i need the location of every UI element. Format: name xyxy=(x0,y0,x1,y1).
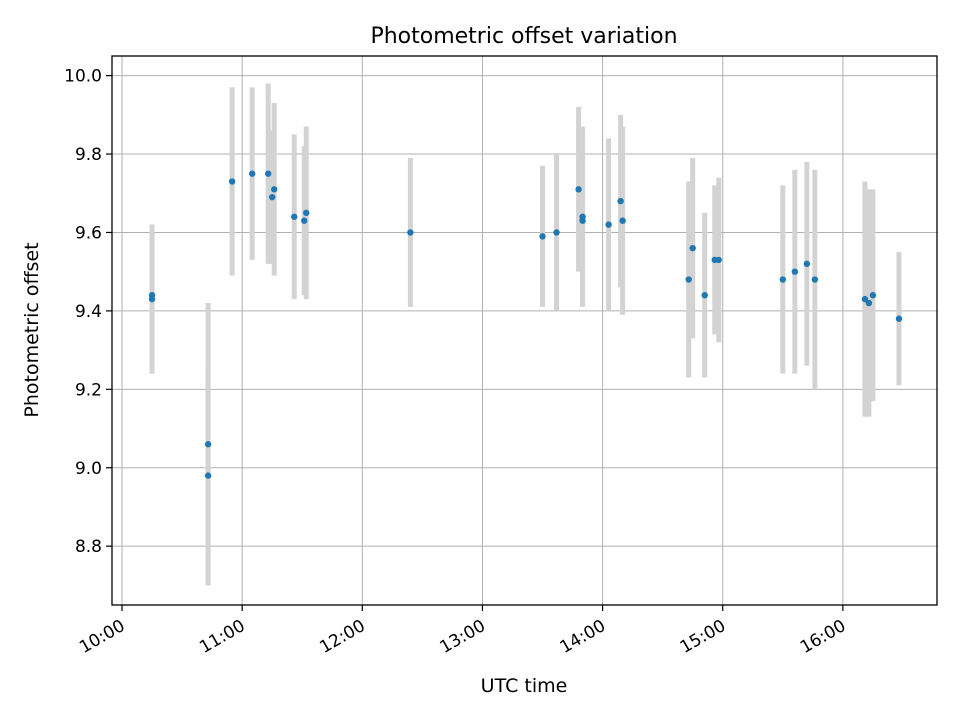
data-point xyxy=(270,186,278,193)
data-point xyxy=(685,276,692,283)
y-tick-label: 10.0 xyxy=(64,67,102,87)
x-axis-label: UTC time xyxy=(481,675,568,697)
y-tick-label: 9.2 xyxy=(75,380,102,400)
data-point xyxy=(553,229,560,236)
data-point xyxy=(575,186,582,193)
y-tick-label: 9.8 xyxy=(75,145,102,165)
data-point xyxy=(291,213,298,220)
grid xyxy=(112,56,937,605)
data-point xyxy=(895,315,903,322)
data-point xyxy=(811,276,819,283)
x-tick-label: 14:00 xyxy=(557,616,609,658)
data-point xyxy=(791,268,799,275)
y-tick-label: 9.6 xyxy=(75,223,102,243)
y-tick-label: 8.8 xyxy=(75,537,102,557)
data-point xyxy=(301,217,308,224)
y-axis-label: Photometric offset xyxy=(21,242,43,417)
y-tick-label: 9.0 xyxy=(75,459,102,479)
data-point xyxy=(579,217,586,224)
data-point xyxy=(539,233,546,240)
data-point xyxy=(268,193,276,201)
data-point xyxy=(865,299,873,307)
data-point xyxy=(861,295,869,303)
data-point xyxy=(204,441,212,448)
data-point xyxy=(303,209,310,217)
x-tick-label: 16:00 xyxy=(797,616,849,658)
data-point xyxy=(407,229,414,236)
chart-title: Photometric offset variation xyxy=(370,24,677,49)
x-axis-ticks: 10:00 11:00 12:00 13:00 14:00 15:00 16:00 xyxy=(76,605,849,658)
data-point xyxy=(701,292,708,299)
x-tick-label: 13:00 xyxy=(437,616,489,658)
x-tick-label: 11:00 xyxy=(196,616,248,658)
x-tick-label: 15:00 xyxy=(677,616,729,658)
x-tick-label: 12:00 xyxy=(316,616,368,658)
data-point xyxy=(869,292,877,299)
x-tick-label: 10:00 xyxy=(76,616,128,658)
error-bars xyxy=(149,83,902,586)
plot-frame xyxy=(111,55,938,606)
data-point xyxy=(619,217,626,224)
data-point xyxy=(264,170,272,177)
y-axis-ticks: 8.8 9.0 9.2 9.4 9.6 9.8 10.0 xyxy=(64,67,112,557)
data-point xyxy=(715,256,722,264)
data-point xyxy=(248,170,256,177)
data-point xyxy=(204,472,212,479)
data-point xyxy=(617,197,624,205)
data-point xyxy=(689,244,696,252)
data-point xyxy=(779,276,787,283)
data-points xyxy=(148,170,903,479)
data-point xyxy=(803,260,811,268)
data-point xyxy=(228,178,236,185)
y-tick-label: 9.4 xyxy=(75,302,102,322)
data-point xyxy=(605,221,612,228)
data-point xyxy=(148,295,156,303)
